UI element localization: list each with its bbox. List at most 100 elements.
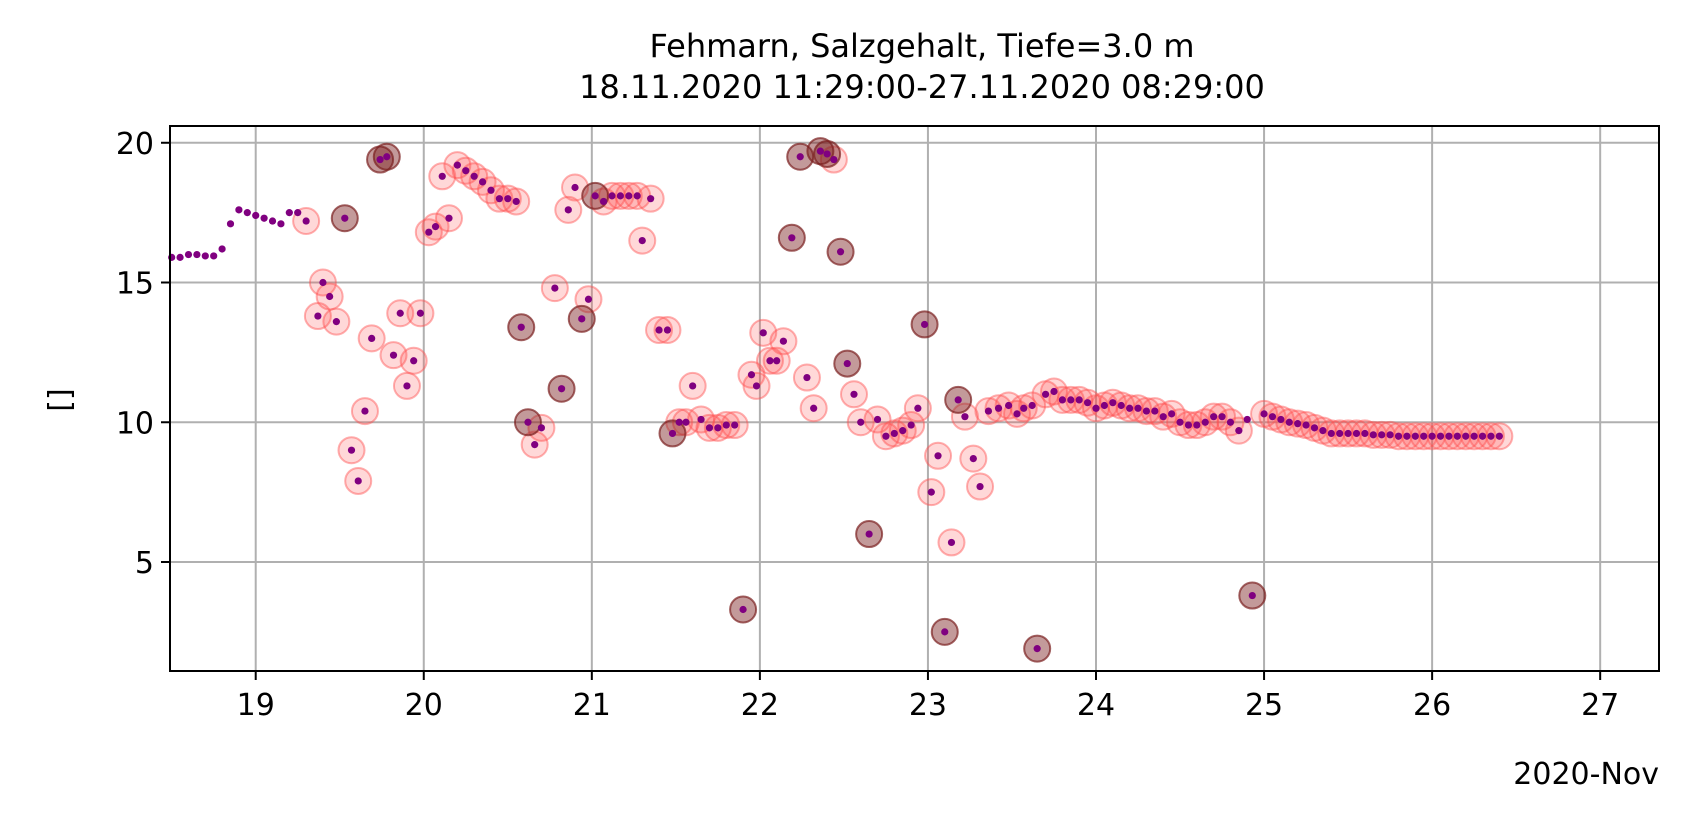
x-tick-label: 26 <box>1413 688 1451 723</box>
data-point <box>1092 404 1100 412</box>
y-axis-label: [] <box>43 388 78 411</box>
data-point <box>243 209 251 217</box>
data-point <box>578 315 586 323</box>
data-point <box>268 217 277 225</box>
data-point <box>836 248 845 256</box>
data-point <box>722 421 730 429</box>
data-point <box>705 424 714 432</box>
data-point <box>1378 431 1386 439</box>
data-point <box>1453 432 1461 440</box>
data-point <box>226 220 235 228</box>
data-point <box>1319 427 1327 435</box>
data-point <box>453 161 461 169</box>
data-point <box>766 357 774 365</box>
data-point <box>361 407 369 415</box>
data-point <box>1285 418 1293 426</box>
data-point <box>1005 401 1013 410</box>
data-point <box>1268 413 1277 421</box>
data-point <box>976 482 984 491</box>
data-point <box>1302 421 1310 429</box>
x-tick-label: 23 <box>909 688 947 723</box>
data-point <box>873 415 882 424</box>
data-point <box>302 217 310 225</box>
data-point <box>478 178 487 186</box>
data-point <box>1260 410 1268 418</box>
data-point <box>487 186 495 194</box>
data-point <box>843 359 851 368</box>
data-point <box>403 382 411 390</box>
data-point <box>294 209 302 217</box>
x-tick-label: 21 <box>573 688 611 723</box>
data-point <box>260 214 268 222</box>
data-point <box>1159 413 1167 421</box>
data-point <box>796 153 804 161</box>
data-point <box>319 278 327 287</box>
data-point <box>184 250 193 259</box>
data-point <box>1117 401 1125 410</box>
data-point <box>773 357 781 365</box>
y-tick-label: 10 <box>116 406 154 441</box>
data-point <box>1013 410 1021 418</box>
data-point <box>571 183 579 192</box>
data-point <box>947 538 956 547</box>
data-point <box>1495 432 1503 440</box>
data-point <box>368 334 376 343</box>
data-point <box>865 530 873 538</box>
data-point <box>235 206 243 214</box>
data-point <box>201 252 209 260</box>
data-point <box>1478 432 1487 440</box>
y-axis: 5 10 15 20 <box>116 127 170 581</box>
data-point <box>994 404 1003 412</box>
data-point <box>584 295 593 303</box>
x-tick-label: 22 <box>741 688 779 723</box>
data-point <box>1168 410 1176 418</box>
data-point <box>747 371 756 379</box>
data-point <box>920 320 929 329</box>
data-point <box>347 446 356 454</box>
data-point <box>1084 399 1092 407</box>
data-point <box>495 195 503 203</box>
data-point <box>1352 429 1361 438</box>
x-tick-label: 24 <box>1077 688 1115 723</box>
x-axis: 19 20 21 22 23 24 25 26 27 <box>237 671 1619 723</box>
data-point <box>779 337 788 345</box>
y-tick-label: 15 <box>116 267 154 302</box>
x-axis-label: 2020-Nov <box>1513 757 1659 792</box>
data-point <box>396 309 404 317</box>
x-tick-label: 25 <box>1245 688 1283 723</box>
data-point <box>823 150 831 158</box>
data-point <box>1151 407 1159 415</box>
data-point <box>1041 390 1050 398</box>
data-point <box>682 418 690 426</box>
data-point <box>531 441 539 449</box>
data-point <box>1142 407 1151 415</box>
data-point <box>193 250 201 259</box>
data-point <box>675 418 683 426</box>
data-point <box>1028 401 1036 410</box>
data-point <box>907 421 915 429</box>
data-point <box>252 211 260 220</box>
data-point <box>714 424 722 432</box>
data-point <box>445 214 453 222</box>
data-point <box>210 252 218 260</box>
data-point <box>1218 413 1226 421</box>
y-tick-label: 5 <box>135 546 154 581</box>
data-point <box>1109 399 1117 407</box>
data-point <box>633 192 641 200</box>
data-point <box>803 373 811 382</box>
data-point <box>1020 404 1028 412</box>
grid <box>170 126 1659 671</box>
data-point <box>1243 415 1251 424</box>
data-point <box>890 429 898 438</box>
data-point <box>431 223 440 231</box>
data-point <box>608 192 616 200</box>
data-point <box>1277 415 1285 424</box>
data-point <box>927 488 935 496</box>
data-point <box>655 326 663 334</box>
data-point <box>551 284 559 292</box>
data-point <box>512 197 520 206</box>
data-point <box>517 323 525 331</box>
data-point <box>564 206 572 214</box>
data-point <box>1126 404 1134 412</box>
data-point <box>1310 424 1319 432</box>
